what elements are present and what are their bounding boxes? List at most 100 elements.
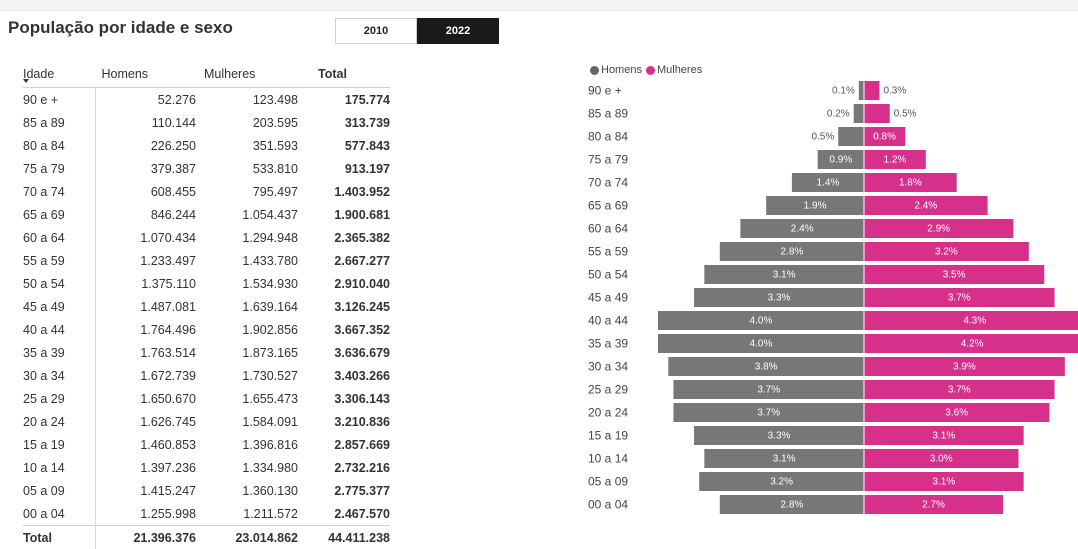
- bar-homens[interactable]: [838, 127, 864, 146]
- data-label-mulheres: 4.3%: [963, 316, 986, 327]
- cell-homens: 1.763.514: [96, 341, 197, 364]
- data-label-homens: 1.9%: [804, 201, 827, 212]
- cell-total: 3.306.143: [298, 387, 390, 410]
- data-label-homens: 3.1%: [773, 270, 796, 281]
- cell-total: 577.843: [298, 134, 390, 157]
- data-label-mulheres: 3.6%: [945, 408, 968, 419]
- cell-mulheres: 1.211.572: [196, 502, 298, 526]
- data-label-homens: 0.5%: [811, 132, 834, 143]
- data-label-homens: 3.7%: [757, 385, 780, 396]
- cell-homens: 1.460.853: [96, 433, 197, 456]
- y-tick-label: 60 a 64: [588, 222, 628, 236]
- cell-total: 2.732.216: [298, 456, 390, 479]
- data-label-homens: 3.3%: [768, 293, 791, 304]
- top-bar: [0, 0, 1078, 11]
- cell-homens: 379.387: [96, 157, 197, 180]
- legend-item-homens: Homens: [590, 64, 642, 76]
- data-label-homens: 0.1%: [832, 86, 855, 97]
- data-label-mulheres: 3.2%: [935, 247, 958, 258]
- cell-total: 175.774: [298, 88, 390, 112]
- y-tick-label: 25 a 29: [588, 383, 628, 397]
- data-label-mulheres: 0.5%: [894, 109, 917, 120]
- cell-homens: 1.233.497: [96, 249, 197, 272]
- cell-homens: 1.626.745: [96, 410, 197, 433]
- cell-mulheres: 1.396.816: [196, 433, 298, 456]
- cell-age: 15 a 19: [23, 433, 96, 456]
- cell-age: 35 a 39: [23, 341, 96, 364]
- data-label-homens: 0.2%: [827, 109, 850, 120]
- cell-mulheres: 1.360.130: [196, 479, 298, 502]
- y-tick-label: 00 a 04: [588, 498, 628, 512]
- data-label-homens: 3.8%: [755, 362, 778, 373]
- cell-age: 00 a 04: [23, 502, 96, 526]
- legend-dot-homens: [590, 66, 599, 75]
- cell-mulheres: 203.595: [196, 111, 298, 134]
- cell-age: 70 a 74: [23, 180, 96, 203]
- data-label-homens: 2.4%: [791, 224, 814, 235]
- cell-homens: 1.672.739: [96, 364, 197, 387]
- data-label-mulheres: 3.5%: [943, 270, 966, 281]
- cell-age: 55 a 59: [23, 249, 96, 272]
- cell-homens: 846.244: [96, 203, 197, 226]
- header-idade[interactable]: Idade: [23, 60, 96, 88]
- data-label-mulheres: 3.1%: [932, 431, 955, 442]
- data-label-mulheres: 3.0%: [930, 454, 953, 465]
- cell-homens: 1.255.998: [96, 502, 197, 526]
- cell-mulheres: 1.655.473: [196, 387, 298, 410]
- y-tick-label: 10 a 14: [588, 452, 628, 466]
- cell-age: 90 e +: [23, 88, 96, 112]
- cell-total: 2.467.570: [298, 502, 390, 526]
- cell-total: 313.739: [298, 111, 390, 134]
- data-label-homens: 3.3%: [768, 431, 791, 442]
- cell-mulheres: 1.730.527: [196, 364, 298, 387]
- y-tick-label: 30 a 34: [588, 360, 628, 374]
- cell-homens: 1.650.670: [96, 387, 197, 410]
- data-label-mulheres: 2.4%: [914, 201, 937, 212]
- cell-homens: 1.415.247: [96, 479, 197, 502]
- cell-total: 2.365.382: [298, 226, 390, 249]
- cell-mulheres: 1.902.856: [196, 318, 298, 341]
- cell-age: 50 a 54: [23, 272, 96, 295]
- header-total[interactable]: Total: [298, 60, 390, 88]
- bar-homens[interactable]: [859, 81, 864, 100]
- bar-homens[interactable]: [854, 104, 864, 123]
- bar-mulheres[interactable]: [864, 104, 890, 123]
- data-label-homens: 3.2%: [770, 477, 793, 488]
- data-label-mulheres: 3.9%: [953, 362, 976, 373]
- cell-age: 80 a 84: [23, 134, 96, 157]
- header-homens[interactable]: Homens: [96, 60, 197, 88]
- data-label-mulheres: 3.1%: [932, 477, 955, 488]
- cell-total: 3.403.266: [298, 364, 390, 387]
- y-tick-label: 70 a 74: [588, 176, 628, 190]
- y-tick-label: 50 a 54: [588, 268, 628, 282]
- data-label-mulheres: 0.3%: [883, 86, 906, 97]
- cell-age: 45 a 49: [23, 295, 96, 318]
- cell-total: 1.900.681: [298, 203, 390, 226]
- data-label-homens: 3.1%: [773, 454, 796, 465]
- cell-age: 05 a 09: [23, 479, 96, 502]
- data-label-homens: 2.8%: [781, 500, 804, 511]
- cell-total: 2.910.040: [298, 272, 390, 295]
- cell-mulheres: 123.498: [196, 88, 298, 112]
- table-header-row: Idade Homens Mulheres Total: [23, 60, 390, 88]
- year-2022-button[interactable]: 2022: [417, 18, 499, 44]
- data-label-mulheres: 1.2%: [884, 155, 907, 166]
- cell-age: 25 a 29: [23, 387, 96, 410]
- bar-mulheres[interactable]: [864, 81, 879, 100]
- cell-mulheres: 795.497: [196, 180, 298, 203]
- sort-down-icon[interactable]: [23, 79, 29, 83]
- year-2010-button[interactable]: 2010: [335, 18, 417, 44]
- header-mulheres[interactable]: Mulheres: [196, 60, 298, 88]
- data-label-homens: 4.0%: [750, 316, 773, 327]
- cell-total: 3.126.245: [298, 295, 390, 318]
